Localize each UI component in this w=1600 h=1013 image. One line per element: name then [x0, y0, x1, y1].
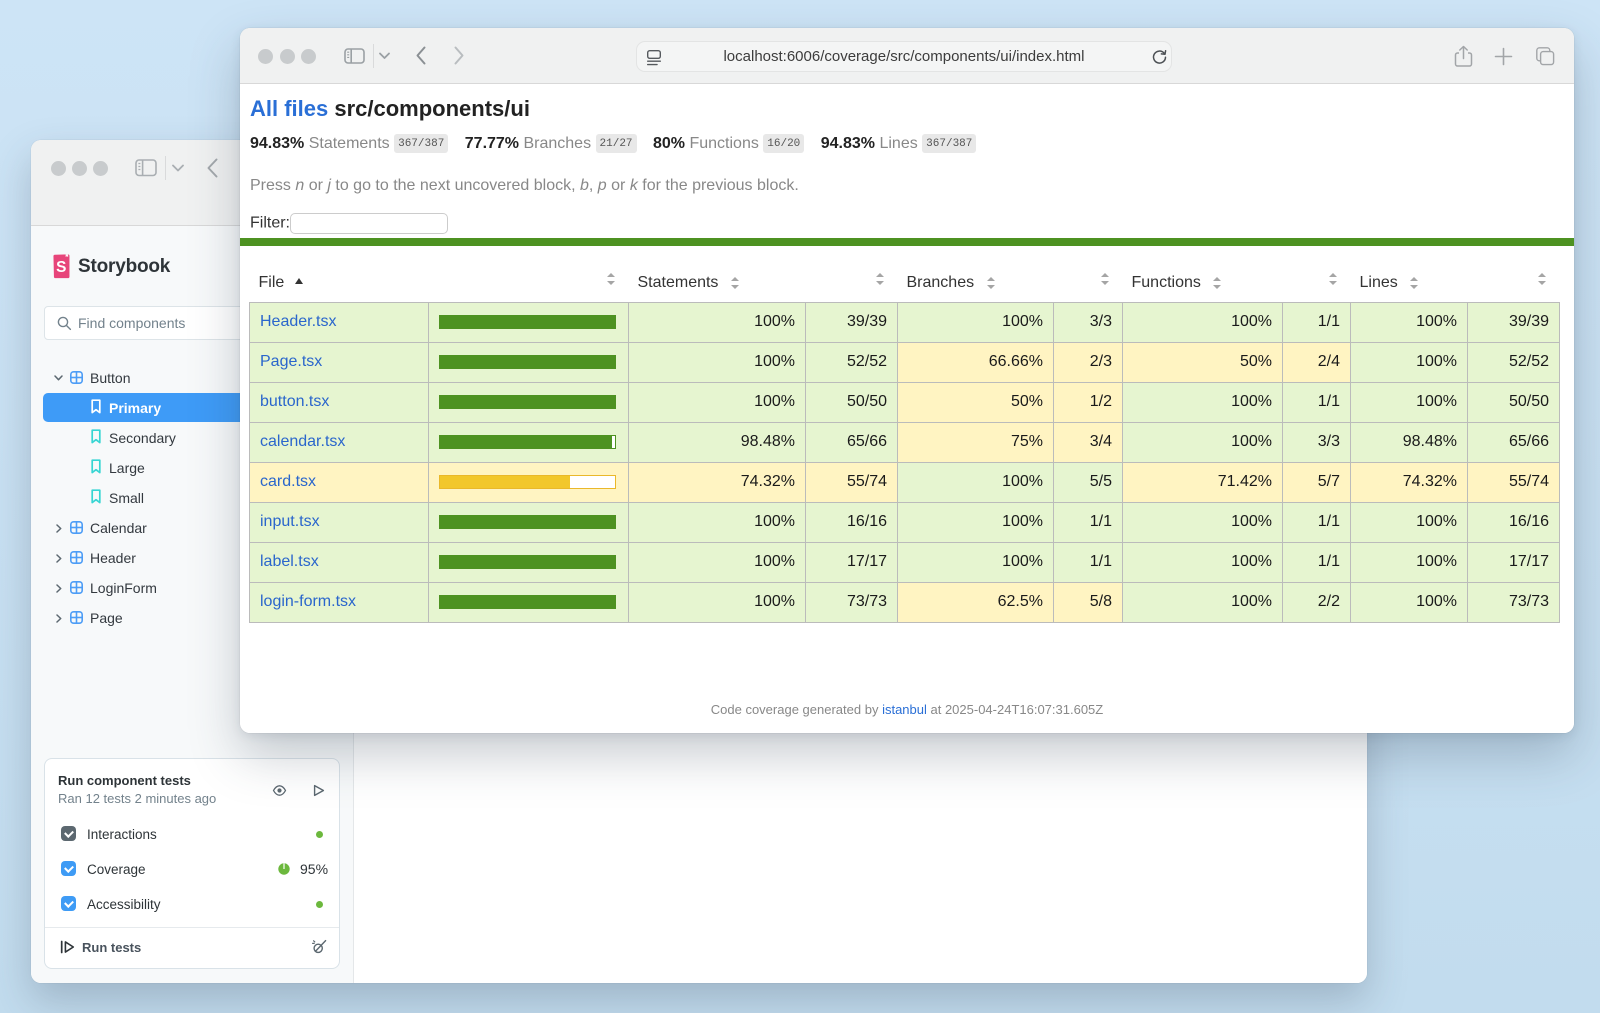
svg-text:S: S	[56, 259, 66, 276]
